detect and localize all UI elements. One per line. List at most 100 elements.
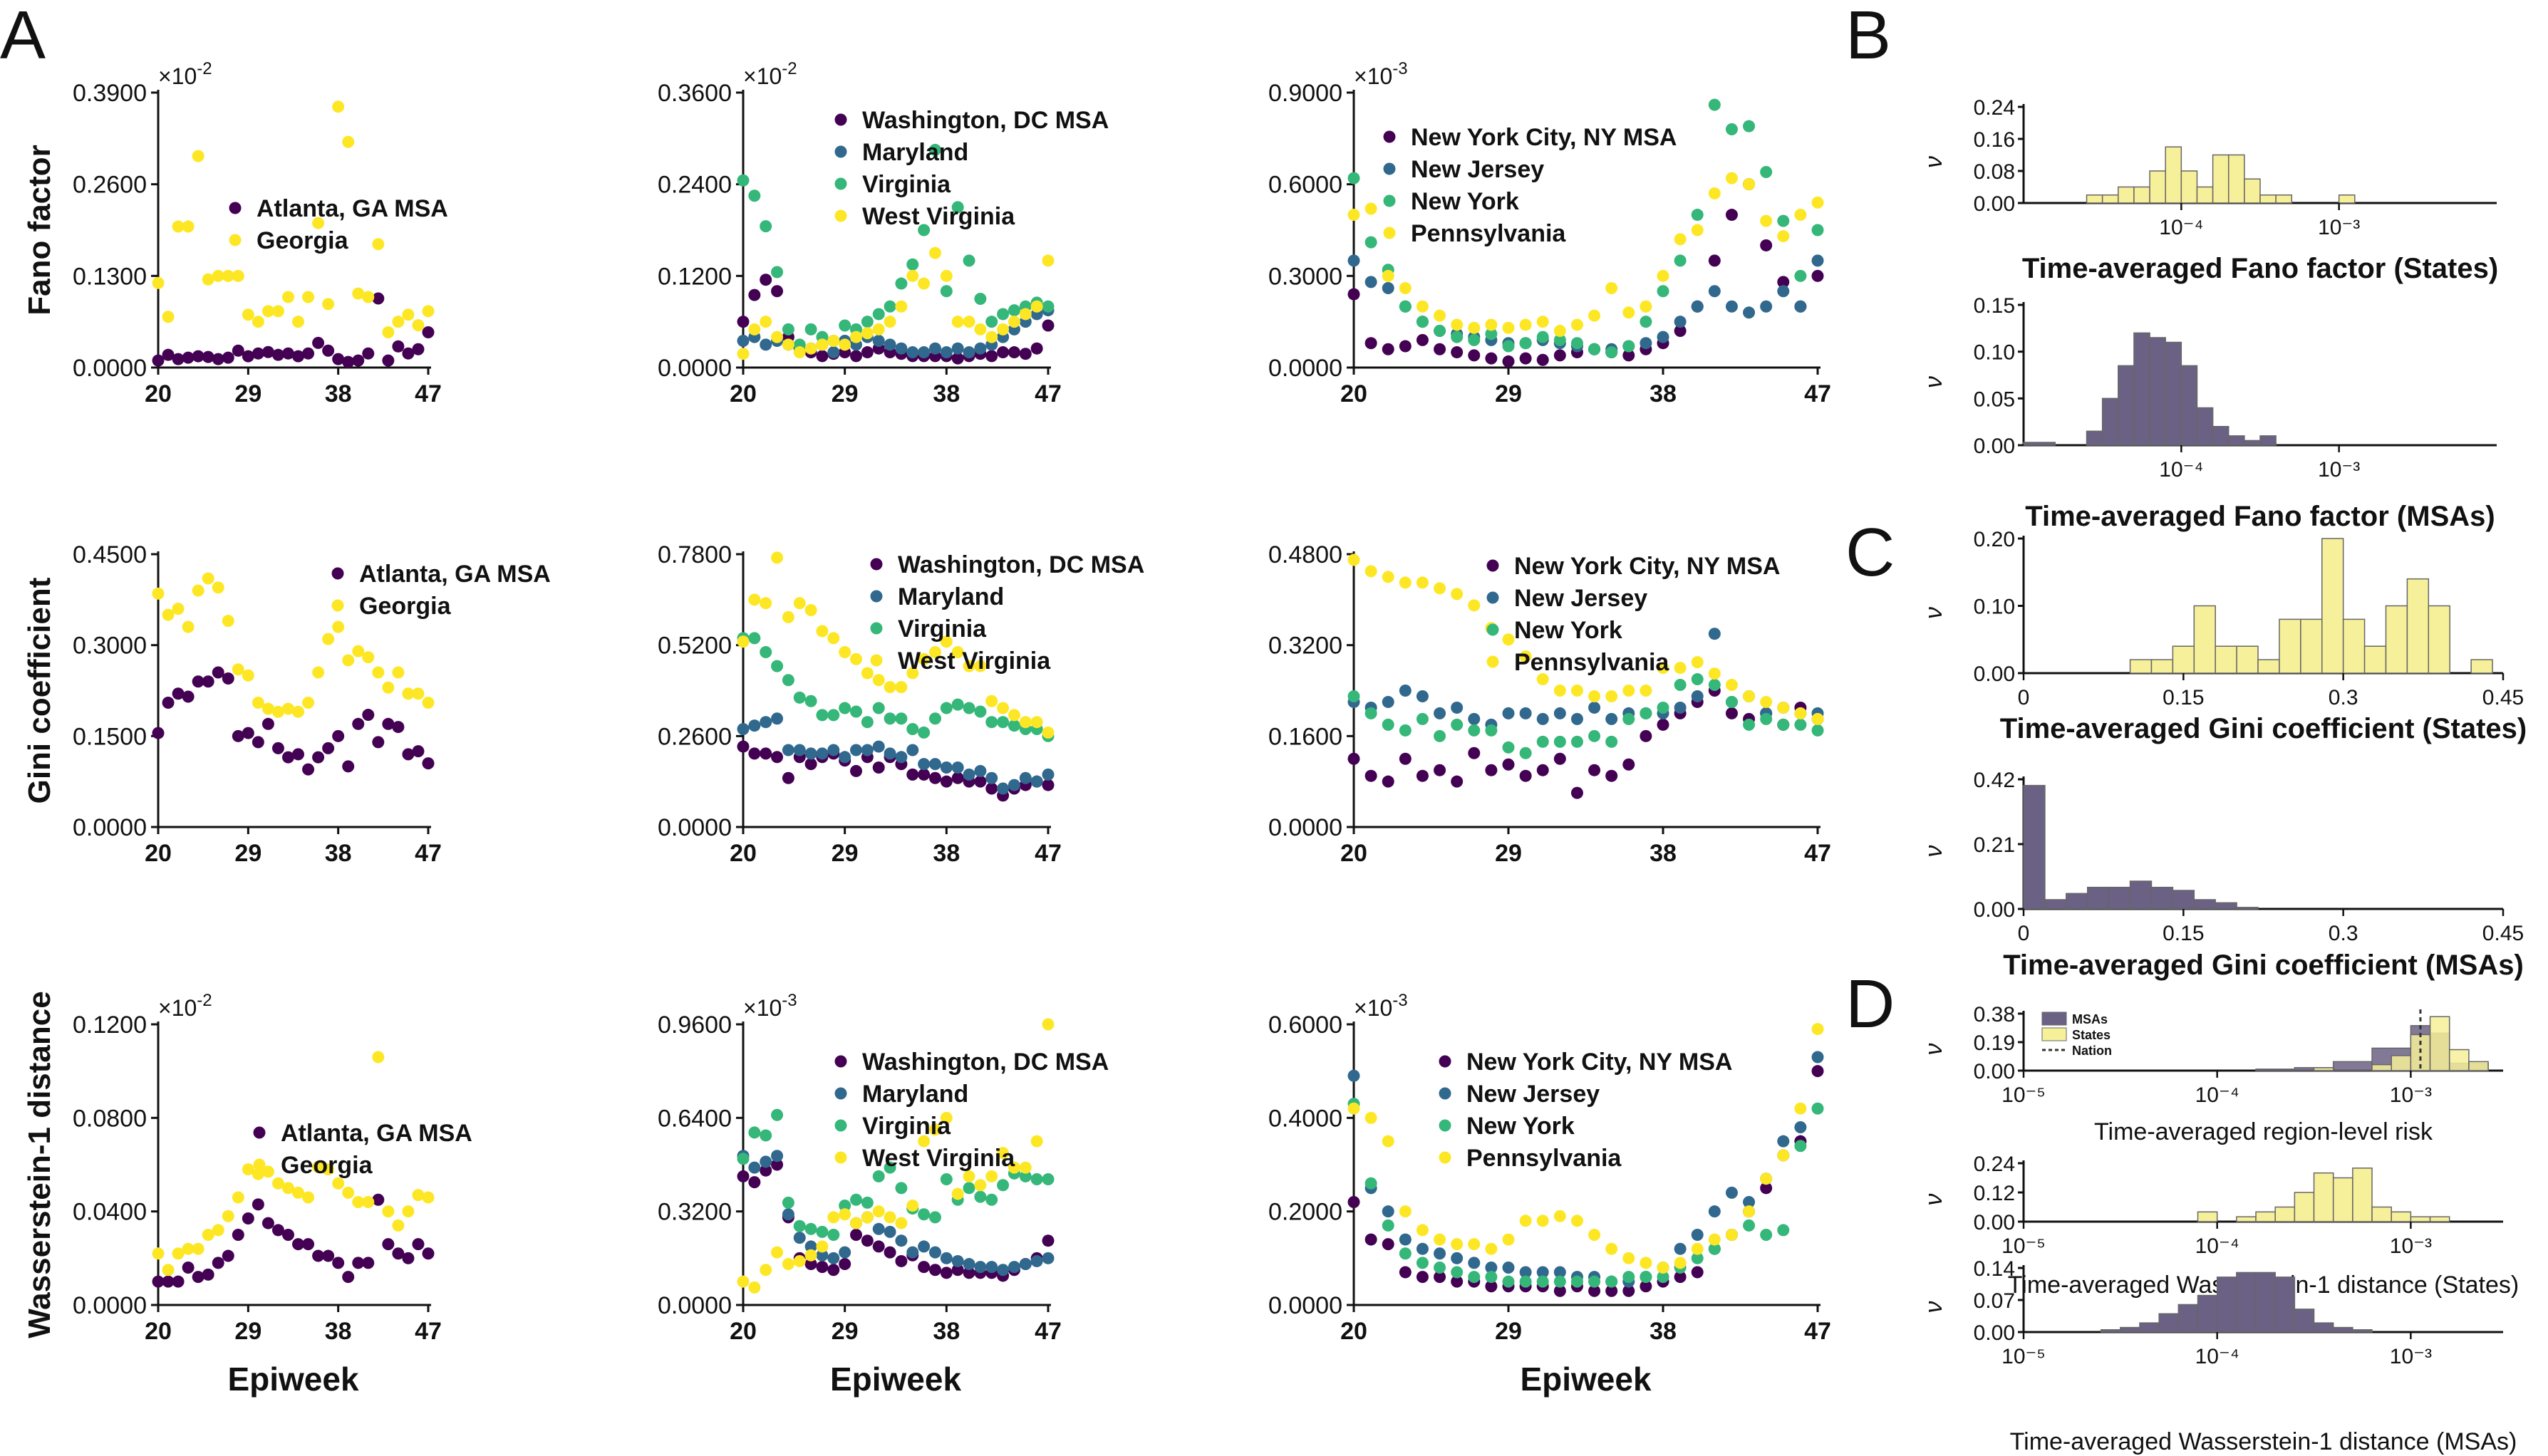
data-point xyxy=(839,338,851,351)
histogram-bar xyxy=(2332,1061,2373,1071)
histogram-c2: 0.00 0.21 0.42 0 0.15 0.3 0.45 ν Time-averaged G… xyxy=(1920,769,2524,981)
data-point xyxy=(182,690,195,703)
legend-label: Maryland xyxy=(898,583,1004,610)
legend-marker xyxy=(834,1151,847,1164)
data-point xyxy=(1605,1284,1618,1297)
data-point xyxy=(162,608,175,621)
data-point xyxy=(918,1240,931,1253)
data-point xyxy=(382,326,395,339)
data-point xyxy=(1570,1275,1583,1288)
data-point xyxy=(1468,747,1481,759)
data-point xyxy=(362,347,375,360)
data-point xyxy=(737,348,750,360)
legend-label: West Virginia xyxy=(898,648,1051,675)
data-point xyxy=(1588,729,1601,742)
data-point xyxy=(816,625,829,638)
data-point xyxy=(861,1234,874,1247)
data-point xyxy=(352,1196,365,1209)
data-point xyxy=(804,1249,817,1262)
data-point xyxy=(1399,576,1412,589)
data-point xyxy=(1468,1257,1481,1269)
data-point xyxy=(872,761,885,774)
data-point xyxy=(1657,269,1669,282)
data-point xyxy=(974,764,987,777)
data-point xyxy=(1030,300,1043,313)
data-point xyxy=(816,1261,829,1274)
data-point xyxy=(748,593,761,606)
data-point xyxy=(850,331,863,343)
data-point xyxy=(850,705,863,718)
data-point xyxy=(997,346,1010,359)
histogram-bar xyxy=(2406,578,2430,674)
data-point xyxy=(1553,735,1566,748)
y-tick-label: 0.1200 xyxy=(658,263,732,290)
data-point xyxy=(928,143,941,156)
data-point xyxy=(1519,707,1532,719)
data-point xyxy=(332,100,345,113)
data-point xyxy=(737,334,750,347)
data-point xyxy=(1605,690,1618,702)
data-point xyxy=(1468,724,1481,737)
data-point xyxy=(940,285,953,298)
legend-marker xyxy=(1439,1119,1451,1132)
data-point xyxy=(895,1217,908,1229)
data-point xyxy=(1536,735,1549,748)
data-point xyxy=(1811,1102,1824,1115)
data-point xyxy=(1434,1261,1446,1274)
data-point xyxy=(1811,1051,1824,1064)
data-point xyxy=(793,346,806,359)
axis-multiplier: ×10-3 xyxy=(1354,991,1408,1021)
data-point xyxy=(152,587,165,600)
data-point xyxy=(816,350,829,363)
data-point xyxy=(1451,701,1464,714)
y-tick-label: 0.0000 xyxy=(73,814,147,841)
data-point xyxy=(748,719,761,732)
histogram-d3: 0.00 0.07 0.14 10⁻⁵ 10⁻⁴ 10⁻³ ν Time-averaged W… xyxy=(1920,1257,2517,1455)
data-point xyxy=(281,291,294,303)
histogram-bar xyxy=(2429,1216,2450,1222)
histogram-bar xyxy=(2468,1061,2489,1071)
data-point xyxy=(928,1211,941,1224)
data-point xyxy=(342,1186,355,1199)
data-point xyxy=(1622,340,1635,353)
data-point xyxy=(392,1247,405,1260)
histogram-bar xyxy=(2470,659,2493,674)
data-point xyxy=(1605,346,1618,359)
histogram-bar xyxy=(2236,1216,2257,1222)
data-point xyxy=(1760,239,1773,251)
data-point xyxy=(861,744,874,756)
data-point xyxy=(760,747,772,760)
histogram-bar xyxy=(2236,645,2259,674)
data-point xyxy=(985,771,998,784)
data-point xyxy=(906,269,919,282)
data-point xyxy=(1019,1170,1032,1182)
data-point xyxy=(771,1108,784,1121)
histogram-bar xyxy=(2133,332,2150,446)
data-point xyxy=(816,338,829,351)
data-point xyxy=(162,311,175,323)
data-point xyxy=(281,1182,294,1195)
x-tick-label: 38 xyxy=(325,1318,352,1345)
data-point xyxy=(895,751,908,764)
data-point xyxy=(252,1168,264,1180)
y-tick-label: 0.15 xyxy=(1974,294,2015,318)
histogram-bar xyxy=(2244,440,2261,446)
data-point xyxy=(850,744,863,756)
data-point xyxy=(782,1208,794,1221)
data-point xyxy=(1364,769,1377,782)
data-point xyxy=(1416,769,1429,782)
data-point xyxy=(1553,1284,1566,1297)
scatter-chart-a6: 0.0000 0.1600 0.3200 0.4800 20 29 38 47 New York… xyxy=(1268,541,1831,867)
histogram-bar xyxy=(2294,1309,2315,1333)
data-point xyxy=(940,346,953,359)
data-point xyxy=(1553,325,1566,338)
data-point xyxy=(1794,718,1807,731)
data-point xyxy=(292,1186,305,1199)
data-point xyxy=(872,323,885,336)
data-point xyxy=(1030,1173,1043,1186)
data-point xyxy=(1708,1242,1721,1255)
histogram-bar xyxy=(2215,645,2237,674)
data-point xyxy=(292,1238,305,1251)
data-point xyxy=(985,782,998,795)
data-point xyxy=(782,744,794,756)
